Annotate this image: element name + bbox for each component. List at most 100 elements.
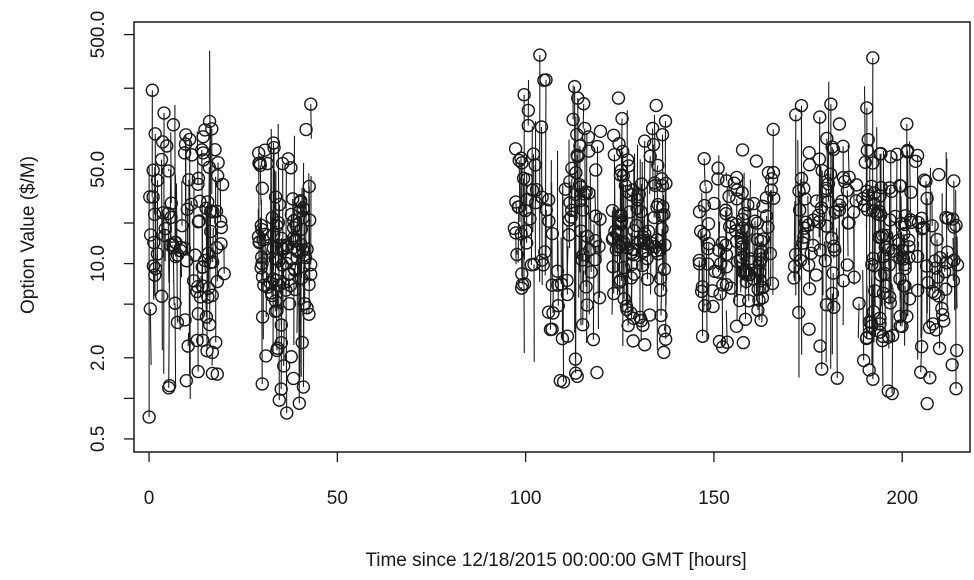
data-point <box>756 280 770 295</box>
data-point <box>866 156 880 170</box>
data-point <box>759 191 774 205</box>
data-point <box>304 257 318 272</box>
data-point <box>654 308 668 323</box>
data-point <box>929 323 943 337</box>
data-point <box>291 244 305 259</box>
data-point <box>275 156 290 171</box>
data-point <box>180 202 195 216</box>
data-point <box>849 178 864 192</box>
data-point <box>168 235 182 250</box>
value-segment <box>879 302 882 324</box>
value-segment <box>807 195 810 266</box>
data-point <box>541 193 556 207</box>
value-segment <box>300 187 303 279</box>
data-point <box>830 371 844 385</box>
data-point <box>302 307 316 321</box>
data-point <box>556 375 571 389</box>
data-point <box>763 246 778 261</box>
data-point <box>754 313 768 328</box>
data-point <box>932 341 947 356</box>
data-point <box>729 319 744 334</box>
data-point <box>910 148 925 163</box>
data-point <box>937 264 952 279</box>
value-segment <box>585 132 588 287</box>
data-point <box>590 139 605 154</box>
data-point <box>902 250 916 264</box>
value-segment <box>928 167 932 328</box>
data-point <box>519 236 534 250</box>
data-point <box>282 266 297 281</box>
value-segment <box>936 239 939 287</box>
data-point <box>191 171 206 186</box>
data-point <box>922 320 937 335</box>
data-point <box>866 204 880 218</box>
data-point <box>579 280 593 294</box>
data-point <box>798 192 812 206</box>
data-point <box>252 156 266 171</box>
value-segment <box>584 128 587 272</box>
data-point <box>658 332 673 346</box>
data-point <box>196 333 210 347</box>
x-tick-label: 150 <box>698 488 730 509</box>
data-point <box>893 319 908 333</box>
data-point <box>205 122 219 136</box>
data-point <box>178 313 192 327</box>
value-segment <box>160 159 163 351</box>
data-point <box>288 282 302 297</box>
value-segment <box>174 303 177 389</box>
value-segment <box>797 140 800 313</box>
data-point <box>852 296 866 311</box>
data-point <box>719 174 734 188</box>
data-point <box>196 130 210 144</box>
data-point <box>607 286 621 301</box>
value-segment <box>641 161 644 326</box>
data-point <box>632 187 646 201</box>
data-point <box>592 291 607 305</box>
data-point <box>584 265 598 279</box>
data-point <box>541 305 556 319</box>
data-point <box>576 97 591 111</box>
data-point <box>908 154 923 169</box>
data-point <box>576 203 590 217</box>
data-point <box>949 343 964 358</box>
data-point <box>824 231 839 245</box>
value-segment <box>719 293 722 299</box>
data-point <box>570 148 584 162</box>
data-point <box>919 174 933 188</box>
data-point <box>792 305 806 320</box>
data-point <box>590 365 604 380</box>
data-point <box>269 273 284 288</box>
value-segment <box>821 170 824 296</box>
data-point <box>286 192 300 206</box>
value-segment <box>863 86 866 163</box>
data-point <box>611 91 626 105</box>
value-segment <box>522 178 525 354</box>
data-point <box>146 190 160 204</box>
value-segment <box>274 171 277 312</box>
data-point <box>613 273 628 287</box>
data-point <box>788 247 803 262</box>
data-point <box>947 174 961 188</box>
data-point <box>539 203 553 217</box>
data-point <box>177 146 192 160</box>
data-point <box>560 287 575 302</box>
data-point <box>616 235 631 249</box>
data-point <box>864 179 879 194</box>
data-point <box>819 219 834 233</box>
data-point <box>289 218 303 232</box>
data-point <box>874 180 888 195</box>
data-point <box>809 268 823 282</box>
data-point <box>609 242 623 257</box>
data-point <box>255 377 269 391</box>
data-point <box>888 209 903 224</box>
data-point <box>935 308 950 322</box>
data-point <box>637 134 652 148</box>
data-point <box>653 283 668 297</box>
value-segment <box>865 285 868 339</box>
data-point <box>304 267 318 282</box>
data-point <box>545 278 559 292</box>
data-point <box>649 98 663 113</box>
data-point <box>564 210 578 224</box>
data-point <box>802 158 817 172</box>
data-point <box>865 257 879 272</box>
